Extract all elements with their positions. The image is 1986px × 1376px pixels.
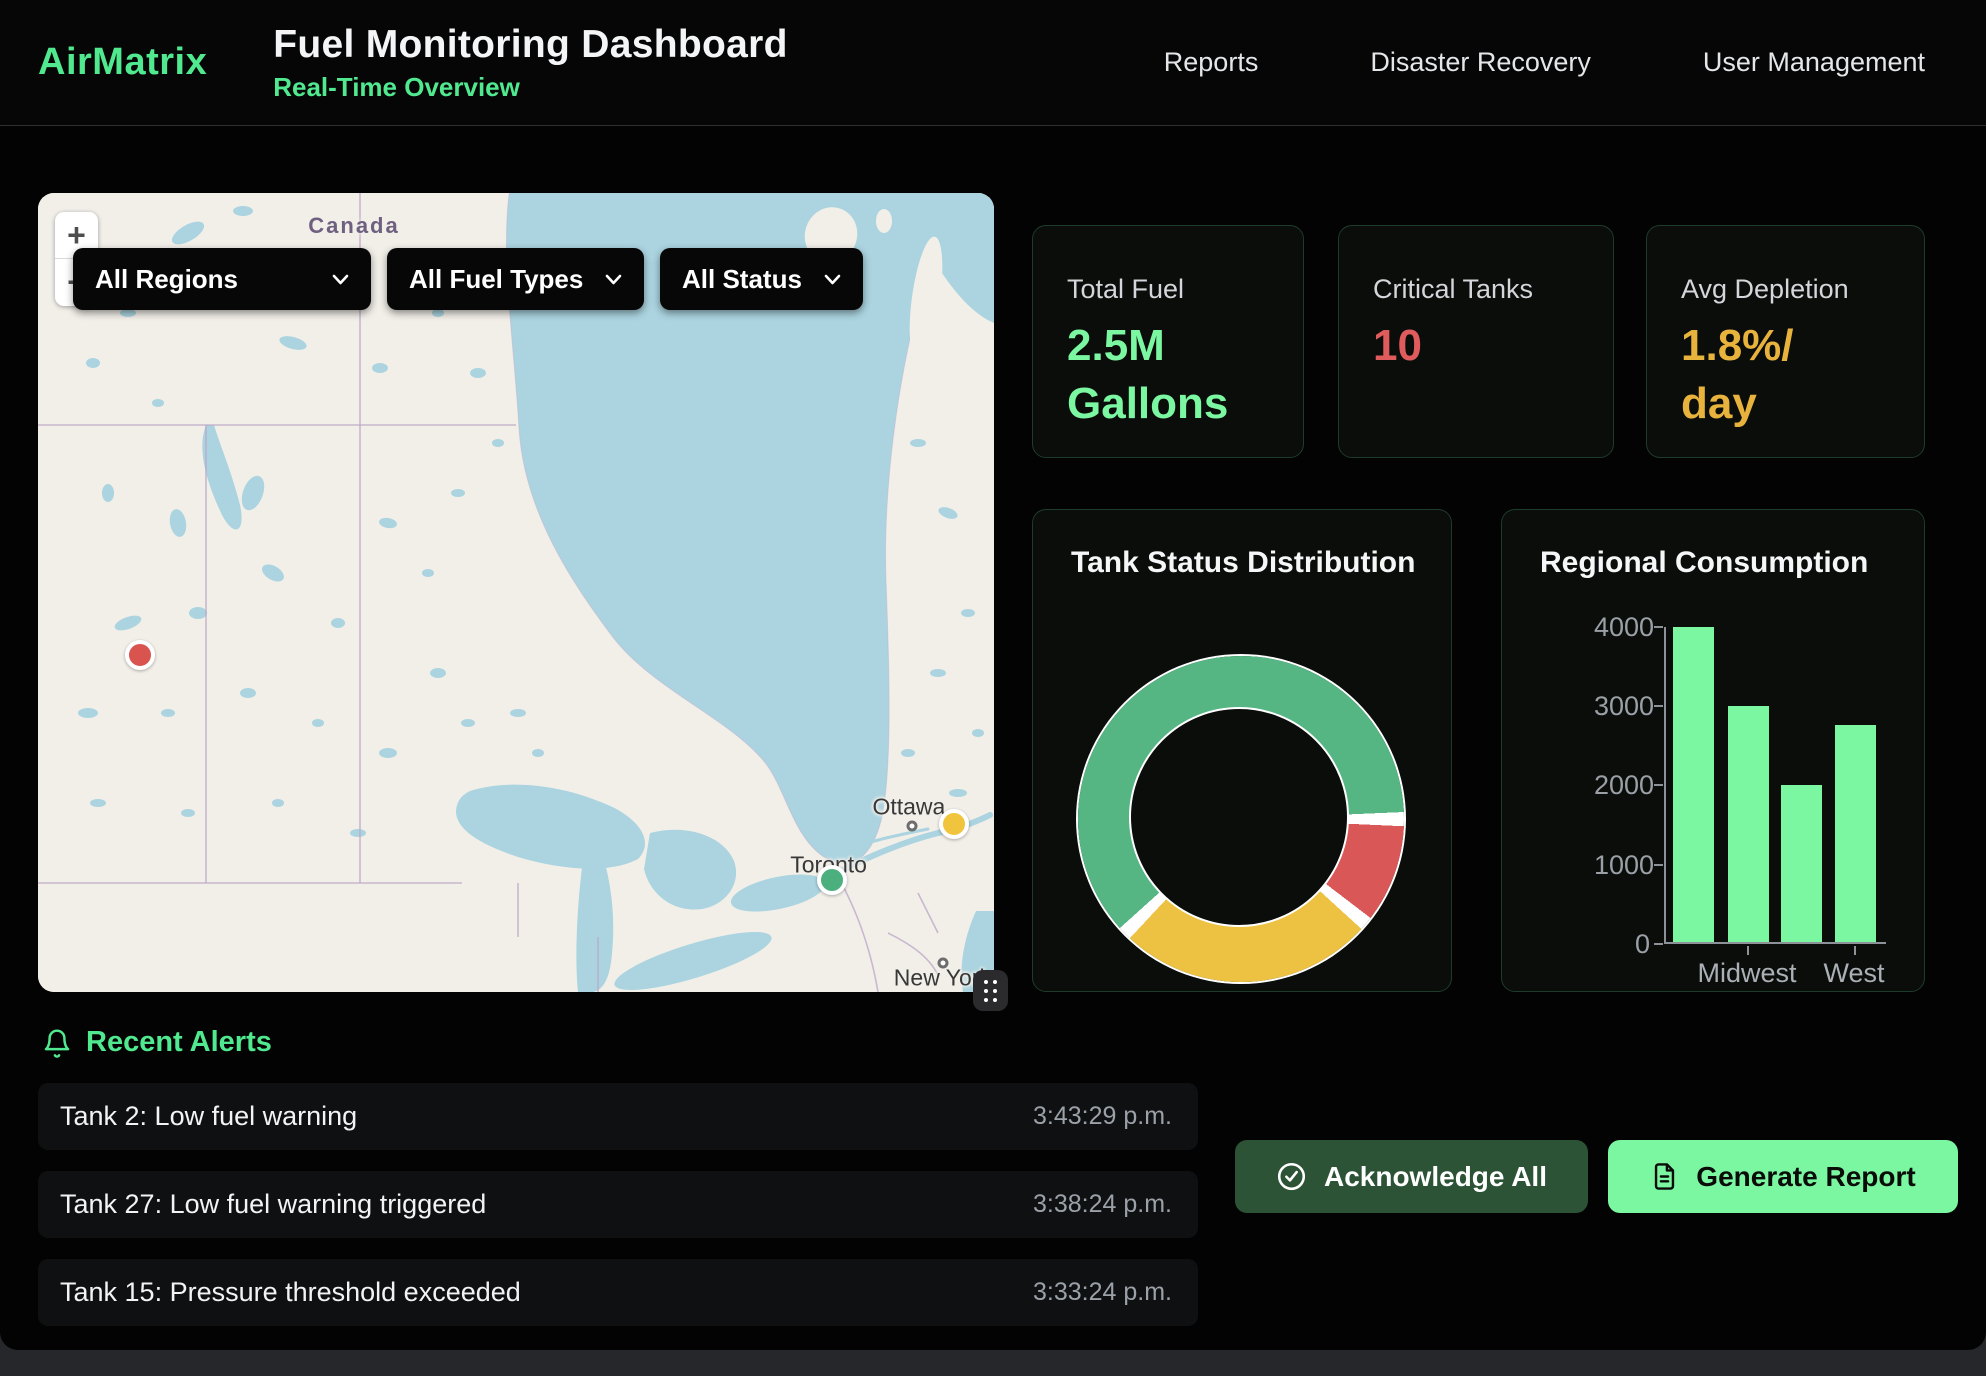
x-axis-tick: West: [1823, 958, 1884, 989]
page-subtitle: Real-Time Overview: [273, 72, 787, 103]
report-document-icon: [1650, 1161, 1679, 1192]
city-dot-icon: [906, 820, 917, 831]
chevron-down-icon: [824, 274, 841, 285]
tank-marker-normal[interactable]: [817, 865, 847, 895]
alert-message: Tank 2: Low fuel warning: [60, 1101, 357, 1132]
acknowledge-all-button[interactable]: Acknowledge All: [1235, 1140, 1588, 1213]
nav-disaster-recovery[interactable]: Disaster Recovery: [1370, 47, 1591, 78]
kpi-value: 1.8%/day: [1681, 317, 1890, 433]
chart-title: Regional Consumption: [1540, 546, 1868, 580]
nav-reports[interactable]: Reports: [1164, 47, 1259, 78]
alert-timestamp: 3:43:29 p.m.: [1033, 1102, 1172, 1131]
generate-report-button[interactable]: Generate Report: [1608, 1140, 1958, 1213]
region-filter-value: All Regions: [95, 264, 238, 295]
regional-consumption-card: Regional Consumption 4000 3000 2000 1000…: [1501, 509, 1925, 992]
y-axis-tick: 0: [1594, 930, 1650, 958]
window-bottom-bar: [0, 1350, 1986, 1376]
map-filters: All Regions All Fuel Types All Status: [73, 248, 863, 310]
map-label-ottawa: Ottawa: [872, 794, 945, 821]
kpi-critical-tanks: Critical Tanks 10: [1338, 225, 1614, 458]
chart-title: Tank Status Distribution: [1071, 546, 1415, 580]
map-drag-handle-icon[interactable]: [973, 970, 1008, 1011]
fuel-type-filter-dropdown[interactable]: All Fuel Types: [387, 248, 644, 310]
status-filter-value: All Status: [682, 264, 802, 295]
alert-row: Tank 15: Pressure threshold exceeded 3:3…: [38, 1259, 1198, 1326]
x-axis-tick: Midwest: [1697, 958, 1796, 989]
tank-status-distribution-card: Tank Status Distribution: [1032, 509, 1452, 992]
alert-message: Tank 15: Pressure threshold exceeded: [60, 1277, 521, 1308]
screen: AirMatrix Fuel Monitoring Dashboard Real…: [0, 0, 1986, 1376]
logo: AirMatrix: [38, 41, 207, 84]
tank-status-donut-chart: [1078, 656, 1404, 982]
main-nav: Reports Disaster Recovery User Managemen…: [1164, 47, 1925, 78]
bell-icon: [42, 1027, 72, 1059]
recent-alerts-header: Recent Alerts: [42, 1026, 272, 1059]
regional-consumption-bar-chart: [1664, 627, 1886, 944]
bar-region-midwest: [1728, 706, 1769, 942]
header: AirMatrix Fuel Monitoring Dashboard Real…: [0, 0, 1986, 126]
y-axis-tick: 2000: [1594, 771, 1650, 799]
kpi-label: Total Fuel: [1067, 274, 1269, 305]
kpi-value: 2.5MGallons: [1067, 317, 1269, 433]
kpi-label: Avg Depletion: [1681, 274, 1890, 305]
chevron-down-icon: [332, 274, 349, 285]
y-axis-tick: 3000: [1594, 692, 1650, 720]
y-axis-tick: 1000: [1594, 851, 1650, 879]
recent-alerts-title: Recent Alerts: [86, 1026, 272, 1059]
kpi-total-fuel: Total Fuel 2.5MGallons: [1032, 225, 1304, 458]
region-filter-dropdown[interactable]: All Regions: [73, 248, 371, 310]
tank-marker-critical[interactable]: [125, 640, 155, 670]
bar-region-3: [1781, 785, 1822, 943]
kpi-value: 10: [1373, 317, 1579, 375]
alert-timestamp: 3:33:24 p.m.: [1033, 1278, 1172, 1307]
tank-marker-warning[interactable]: [939, 809, 969, 839]
chevron-down-icon: [605, 274, 622, 285]
alert-row: Tank 27: Low fuel warning triggered 3:38…: [38, 1171, 1198, 1238]
alert-row: Tank 2: Low fuel warning 3:43:29 p.m.: [38, 1083, 1198, 1150]
alert-timestamp: 3:38:24 p.m.: [1033, 1190, 1172, 1219]
fuel-map[interactable]: Canada + − All Regions All Fuel Types Al…: [38, 193, 994, 992]
page-title: Fuel Monitoring Dashboard: [273, 23, 787, 67]
city-dot-icon: [938, 958, 949, 969]
tank-marker-layer: OttawaTorontoNew York: [38, 193, 994, 992]
kpi-label: Critical Tanks: [1373, 274, 1579, 305]
kpi-avg-depletion: Avg Depletion 1.8%/day: [1646, 225, 1925, 458]
bar-region-1: [1673, 627, 1714, 942]
check-circle-icon: [1276, 1161, 1307, 1192]
donut-hole: [1129, 707, 1349, 927]
app-window: AirMatrix Fuel Monitoring Dashboard Real…: [0, 0, 1986, 1350]
alert-message: Tank 27: Low fuel warning triggered: [60, 1189, 486, 1220]
bar-region-west: [1835, 725, 1876, 942]
status-filter-dropdown[interactable]: All Status: [660, 248, 863, 310]
title-block: Fuel Monitoring Dashboard Real-Time Over…: [273, 23, 787, 103]
y-axis-tick: 4000: [1594, 613, 1650, 641]
nav-user-management[interactable]: User Management: [1703, 47, 1925, 78]
fuel-type-filter-value: All Fuel Types: [409, 264, 583, 295]
